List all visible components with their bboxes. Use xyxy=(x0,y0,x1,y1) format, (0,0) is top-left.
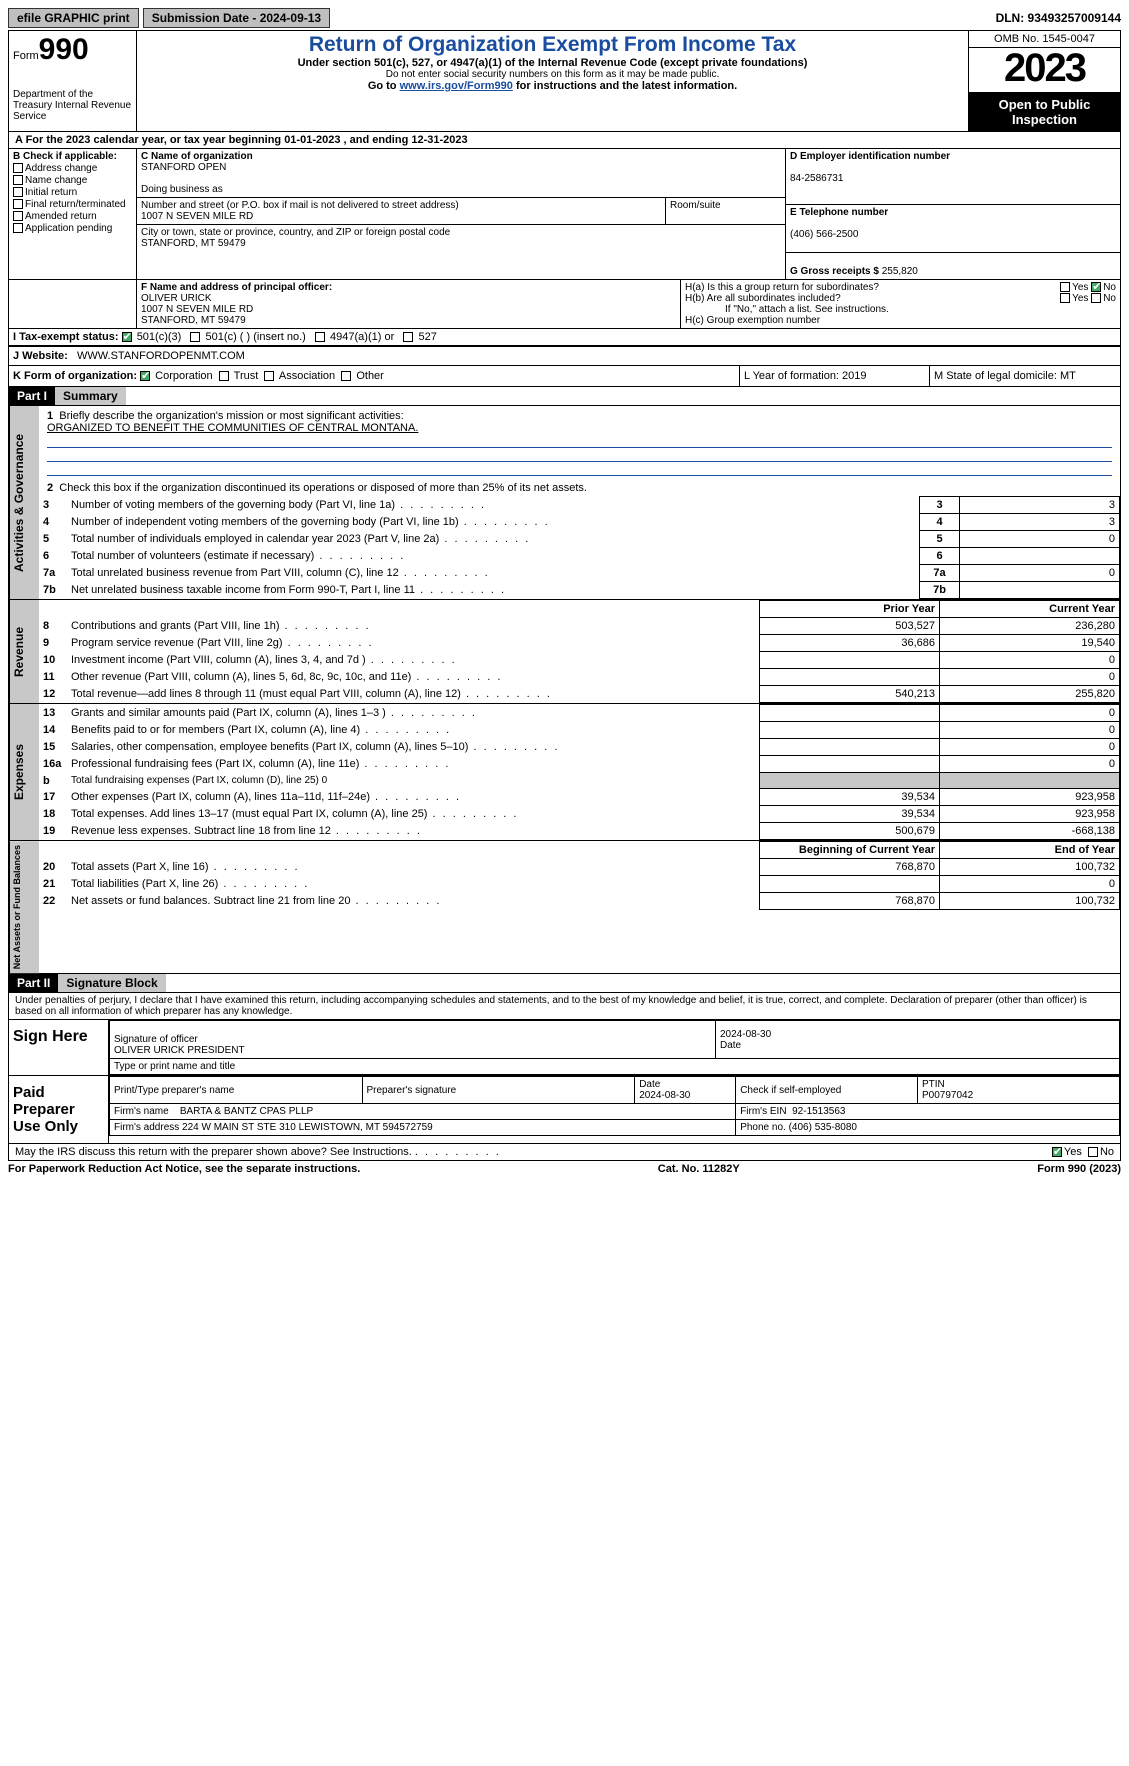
row-m: M State of legal domicile: MT xyxy=(930,366,1120,386)
dept-treasury: Department of the Treasury Internal Reve… xyxy=(13,89,132,122)
row-l: L Year of formation: 2019 xyxy=(740,366,930,386)
website: WWW.STANFORDOPENMT.COM xyxy=(77,350,245,362)
room-suite: Room/suite xyxy=(665,198,785,225)
box-d: D Employer identification number 84-2586… xyxy=(786,149,1120,205)
box-e: E Telephone number (406) 566-2500 xyxy=(786,205,1120,253)
sidebar-expenses: Expenses xyxy=(9,704,39,840)
ssn-note: Do not enter social security numbers on … xyxy=(141,69,964,80)
row-i-label: I Tax-exempt status: xyxy=(13,331,119,343)
box-c-city: City or town, state or province, country… xyxy=(137,225,785,251)
declaration: Under penalties of perjury, I declare th… xyxy=(8,993,1121,1020)
row-a-tax-year: A For the 2023 calendar year, or tax yea… xyxy=(8,132,1121,149)
row-k: K Form of organization: Corporation Trus… xyxy=(9,366,740,386)
box-b: B Check if applicable: Address change Na… xyxy=(9,149,137,279)
header-grid: B Check if applicable: Address change Na… xyxy=(8,149,1121,279)
box-g: G Gross receipts $ 255,820 xyxy=(786,253,1120,279)
sidebar-netassets: Net Assets or Fund Balances xyxy=(9,841,39,973)
irs-link[interactable]: www.irs.gov/Form990 xyxy=(400,80,513,92)
part1-num: Part I xyxy=(9,387,55,405)
sign-here: Sign Here xyxy=(9,1020,109,1075)
part1-title: Summary xyxy=(55,387,126,405)
sidebar-revenue: Revenue xyxy=(9,600,39,703)
open-public: Open to Public Inspection xyxy=(969,93,1120,131)
top-bar: efile GRAPHIC print Submission Date - 20… xyxy=(8,8,1121,28)
part2-num: Part II xyxy=(9,974,58,992)
form-number: Form990 xyxy=(13,33,132,67)
footer-left: For Paperwork Reduction Act Notice, see … xyxy=(8,1163,360,1175)
box-h: H(a) Is this a group return for subordin… xyxy=(680,280,1120,328)
box-c-street: Number and street (or P.O. box if mail i… xyxy=(137,198,665,225)
form-title: Return of Organization Exempt From Incom… xyxy=(141,33,964,57)
goto-line: Go to www.irs.gov/Form990 for instructio… xyxy=(141,80,964,92)
footer-right: Form 990 (2023) xyxy=(1037,1163,1121,1175)
sidebar-governance: Activities & Governance xyxy=(9,406,39,599)
box-c-name: C Name of organization STANFORD OPEN Doi… xyxy=(137,149,785,198)
paid-preparer: Paid Preparer Use Only xyxy=(9,1076,109,1143)
mission: ORGANIZED TO BENEFIT THE COMMUNITIES OF … xyxy=(47,422,418,434)
discuss-row: May the IRS discuss this return with the… xyxy=(8,1144,1121,1161)
box-f: F Name and address of principal officer:… xyxy=(137,280,680,328)
form-subtitle: Under section 501(c), 527, or 4947(a)(1)… xyxy=(141,57,964,69)
row-j-label: J Website: xyxy=(13,350,68,362)
dln: DLN: 93493257009144 xyxy=(996,11,1121,25)
tax-year: 2023 xyxy=(969,48,1120,93)
501c3-check[interactable] xyxy=(122,332,132,342)
part2-title: Signature Block xyxy=(58,974,165,992)
efile-button[interactable]: efile GRAPHIC print xyxy=(8,8,139,28)
footer-mid: Cat. No. 11282Y xyxy=(658,1163,740,1175)
submission-date: Submission Date - 2024-09-13 xyxy=(143,8,330,28)
form-header: Form990 Department of the Treasury Inter… xyxy=(8,30,1121,132)
